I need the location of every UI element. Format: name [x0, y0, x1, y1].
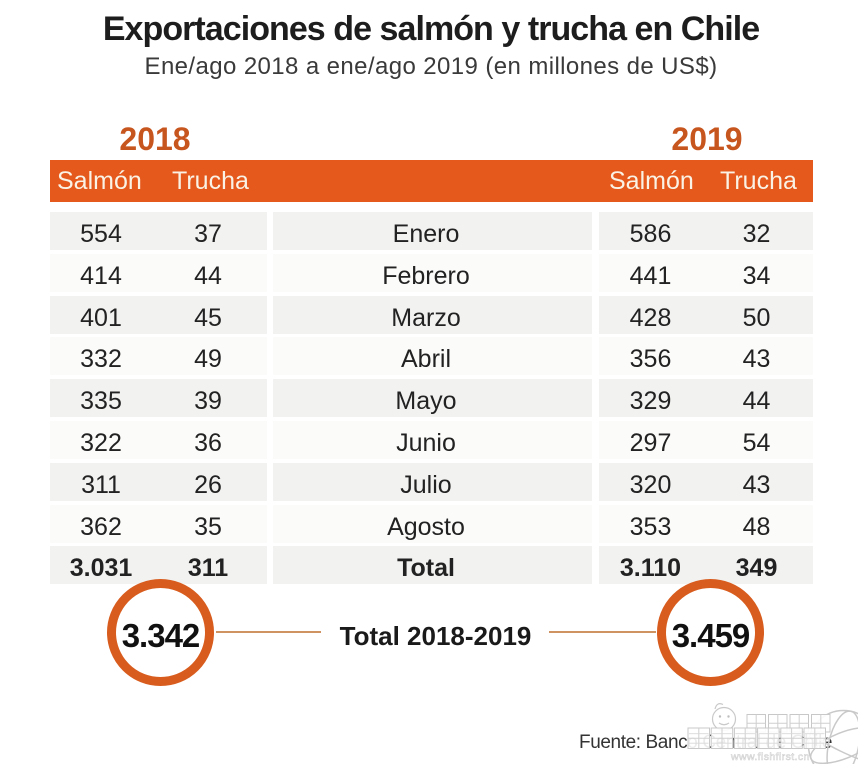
svg-text:www.fishfirst.cn: www.fishfirst.cn	[730, 751, 810, 763]
